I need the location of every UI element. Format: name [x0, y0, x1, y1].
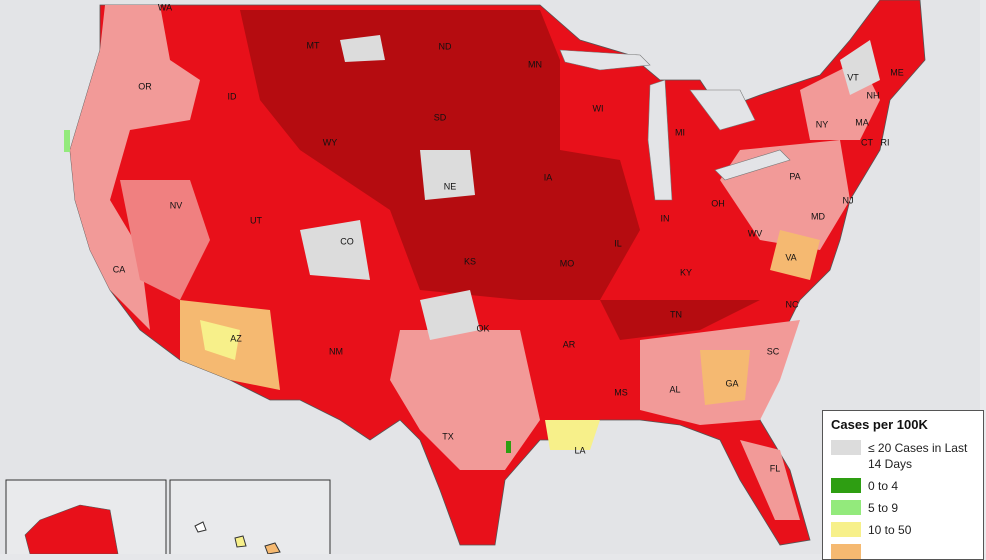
region-gray: [840, 40, 880, 95]
state-label: UT: [250, 215, 262, 225]
legend-title: Cases per 100K: [831, 417, 928, 432]
legend-label: ≤ 20 Cases in Last 14 Days: [868, 441, 968, 471]
state-label: VT: [847, 72, 859, 82]
region-yellow: [545, 420, 600, 450]
state-labels: WA OR ID MT ND MN WI MI SD WY NE IA IL IN OH PA NY VT NH ME…: [113, 2, 904, 473]
state-label: MT: [307, 40, 320, 50]
region-gray: [420, 150, 475, 200]
region-orange: [700, 350, 750, 405]
legend-swatch: [831, 522, 861, 537]
hawaii: [194, 521, 207, 533]
legend-item: 5 to 9: [831, 500, 975, 516]
state-label: OH: [711, 198, 725, 208]
county-lightgreen: [64, 130, 70, 152]
state-label: TN: [670, 309, 682, 319]
legend-item: ≤ 20 Cases in Last 14 Days: [831, 440, 975, 472]
state-label: CA: [113, 264, 126, 274]
lake: [714, 149, 791, 181]
hawaii: [234, 535, 247, 548]
state-label: SD: [434, 112, 447, 122]
state-label: IN: [661, 213, 670, 223]
state-label: MA: [855, 117, 869, 127]
legend: Cases per 100K ≤ 20 Cases in Last 14 Day…: [822, 410, 984, 560]
lake: [647, 79, 673, 201]
region-gray: [340, 35, 385, 62]
state-label: WV: [748, 228, 763, 238]
state-label: NV: [170, 200, 183, 210]
state-label: WY: [323, 137, 338, 147]
county-green: [506, 441, 511, 453]
legend-label: 0 to 4: [868, 479, 899, 493]
state-label: MN: [528, 59, 542, 69]
state-label: OK: [476, 323, 489, 333]
region-gray: [300, 220, 370, 280]
state-label: ND: [439, 41, 452, 51]
legend-items: ≤ 20 Cases in Last 14 Days 0 to 4 5 to 9 10…: [831, 440, 975, 538]
state-label: NC: [786, 299, 799, 309]
hawaii: [264, 542, 281, 554]
legend-label: 10 to 50: [868, 523, 912, 537]
state-label: LA: [574, 445, 585, 455]
state-label: GA: [725, 378, 738, 388]
hawaii-inset: [169, 479, 331, 554]
region-gray: [420, 290, 480, 340]
state-label: TX: [442, 431, 454, 441]
state-label: NH: [867, 90, 880, 100]
state-label: SC: [767, 346, 780, 356]
state-label: AR: [563, 339, 576, 349]
state-label: AZ: [230, 333, 242, 343]
alaska: [24, 504, 119, 554]
legend-label: 5 to 9: [868, 501, 899, 515]
state-label: NM: [329, 346, 343, 356]
state-label: MO: [560, 258, 575, 268]
state-label: WA: [158, 2, 172, 12]
state-label: OR: [138, 81, 152, 91]
state-label: RI: [881, 137, 890, 147]
state-label: KY: [680, 267, 692, 277]
state-label: VA: [785, 252, 796, 262]
state-label: ID: [228, 91, 238, 101]
region-pink: [120, 180, 210, 300]
state-label: PA: [789, 171, 800, 181]
state-label: NJ: [843, 195, 854, 205]
lake: [689, 89, 756, 131]
region-pink: [740, 440, 800, 520]
state-label: WI: [593, 103, 604, 113]
state-label: CT: [861, 137, 873, 147]
region-yellow: [200, 320, 240, 360]
legend-swatch: [831, 440, 861, 455]
state-label: MS: [614, 387, 628, 397]
legend-swatch: [831, 478, 861, 493]
legend-item: 0 to 4: [831, 478, 975, 494]
state-label: IA: [544, 172, 553, 182]
lake: [559, 49, 651, 71]
state-label: MI: [675, 127, 685, 137]
legend-swatch: [831, 500, 861, 515]
region-pink: [70, 5, 200, 330]
state-label: ME: [890, 67, 904, 77]
state-label: NY: [816, 119, 829, 129]
state-label: NE: [444, 181, 457, 191]
state-label: MD: [811, 211, 825, 221]
state-label: AL: [669, 384, 680, 394]
state-label: KS: [464, 256, 476, 266]
legend-swatch: [831, 544, 861, 559]
region-orange: [770, 230, 820, 280]
state-label: IL: [614, 238, 622, 248]
state-label: CO: [340, 236, 354, 246]
legend-item: 10 to 50: [831, 522, 975, 538]
region-dark: [600, 300, 760, 340]
region-pink: [390, 330, 540, 470]
state-label: FL: [770, 463, 781, 473]
